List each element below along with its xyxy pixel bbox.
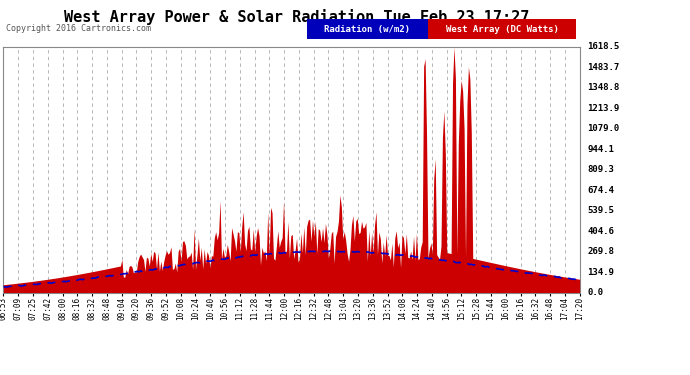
Text: 0.0: 0.0 xyxy=(587,288,604,297)
Text: 134.9: 134.9 xyxy=(587,267,614,276)
Text: 1079.0: 1079.0 xyxy=(587,124,620,133)
Text: 539.5: 539.5 xyxy=(587,206,614,215)
Text: 1213.9: 1213.9 xyxy=(587,104,620,113)
Text: Radiation (w/m2): Radiation (w/m2) xyxy=(324,25,411,34)
Text: 1483.7: 1483.7 xyxy=(587,63,620,72)
Text: 944.1: 944.1 xyxy=(587,145,614,154)
Text: 809.3: 809.3 xyxy=(587,165,614,174)
Text: Copyright 2016 Cartronics.com: Copyright 2016 Cartronics.com xyxy=(6,24,150,33)
Text: West Array (DC Watts): West Array (DC Watts) xyxy=(446,25,558,34)
Text: 404.6: 404.6 xyxy=(587,226,614,236)
Text: West Array Power & Solar Radiation Tue Feb 23 17:27: West Array Power & Solar Radiation Tue F… xyxy=(64,9,529,26)
Text: 674.4: 674.4 xyxy=(587,186,614,195)
Text: 1618.5: 1618.5 xyxy=(587,42,620,51)
Text: 269.8: 269.8 xyxy=(587,247,614,256)
Text: 1348.8: 1348.8 xyxy=(587,83,620,92)
